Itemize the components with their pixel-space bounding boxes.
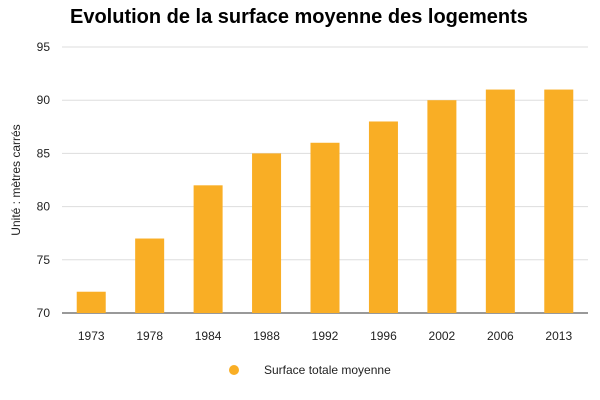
x-tick-label: 1992 (312, 329, 339, 343)
bar (135, 238, 165, 313)
bar (427, 100, 457, 313)
y-tick-label: 85 (37, 146, 51, 160)
x-tick-label: 1996 (370, 329, 397, 343)
bar-series (76, 89, 574, 313)
y-tick-label: 80 (37, 200, 51, 214)
chart-title: Evolution de la surface moyenne des loge… (70, 6, 528, 28)
bar (252, 153, 282, 313)
x-tick-label: 1978 (136, 329, 163, 343)
bar (76, 291, 106, 313)
bar (310, 142, 340, 313)
x-tick-label: 1973 (78, 329, 105, 343)
bar (544, 89, 574, 313)
y-tick-label: 95 (37, 40, 51, 54)
y-tick-label: 75 (37, 253, 51, 267)
x-axis-ticks: 1973 1978 1984 1988 1992 1996 2002 2006 2013 (78, 329, 573, 343)
legend-label: Surface totale moyenne (264, 363, 391, 377)
x-tick-label: 2002 (429, 329, 456, 343)
x-tick-label: 1988 (253, 329, 280, 343)
x-tick-label: 1984 (195, 329, 222, 343)
bar (485, 89, 515, 313)
y-axis-title: Unité : mètres carrés (9, 124, 23, 235)
y-axis-ticks: 70 75 80 85 90 95 (37, 40, 51, 320)
y-tick-label: 90 (37, 93, 51, 107)
x-tick-label: 2006 (487, 329, 514, 343)
bar (193, 185, 223, 313)
x-tick-label: 2013 (545, 329, 572, 343)
legend-swatch (229, 365, 239, 375)
legend: Surface totale moyenne (229, 363, 391, 377)
bar (368, 121, 398, 313)
y-tick-label: 70 (37, 306, 51, 320)
